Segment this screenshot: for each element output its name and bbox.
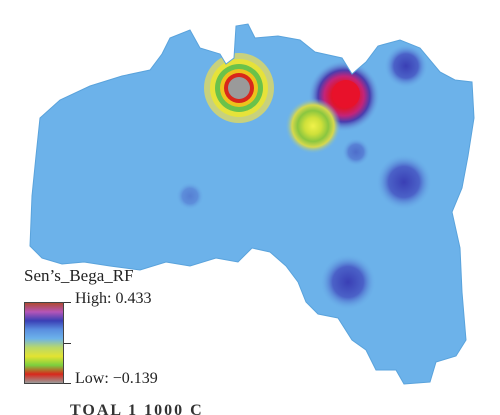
blue-spot-west: [176, 182, 204, 210]
legend-title: Sen’s_Bega_RF: [24, 266, 134, 285]
legend-tick-high: [64, 302, 71, 303]
legend-color-ramp: [24, 302, 64, 384]
legend-tick-mid: [64, 343, 71, 344]
yellow-hotspot: [285, 98, 341, 154]
blue-spot-northeast: [384, 44, 428, 88]
blue-spot-south: [320, 254, 376, 310]
low-hotspot: [204, 53, 274, 123]
region-outline: [29, 23, 475, 385]
legend-high-label: High: 0.433: [75, 290, 152, 307]
blue-spot-east: [376, 154, 432, 210]
footer-cutoff-text: TOAL 1 1000 C: [70, 402, 204, 415]
legend-tick-low: [64, 383, 71, 384]
legend-low-label: Low: −0.139: [75, 370, 158, 387]
blue-spot-central: [342, 138, 370, 166]
